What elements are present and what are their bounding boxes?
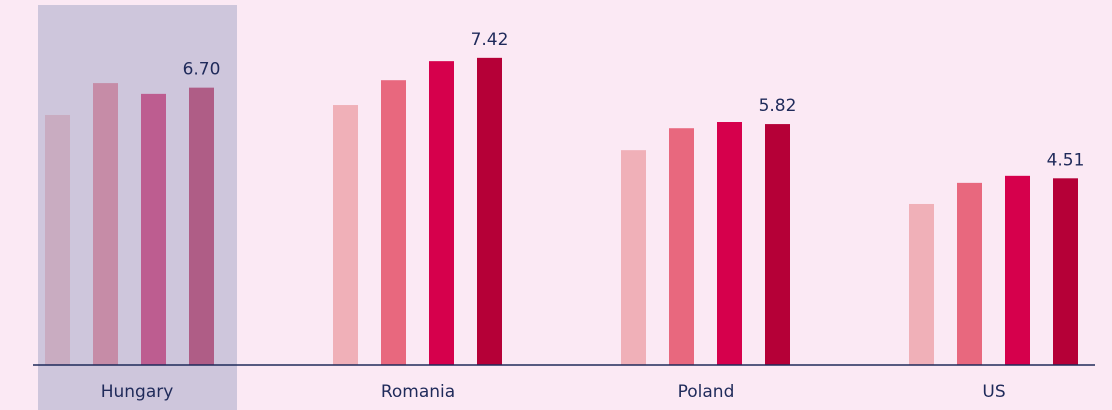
value-label: 7.42: [471, 30, 509, 50]
bar: [429, 61, 454, 365]
value-label: 4.51: [1047, 150, 1085, 170]
bar: [669, 128, 694, 365]
bar: [1005, 175, 1030, 365]
highlight-band: [38, 5, 237, 410]
bar: [909, 203, 934, 365]
x-tick-label: Poland: [678, 382, 735, 402]
bar: [957, 182, 982, 365]
bar: [1053, 178, 1078, 365]
value-label: 5.82: [759, 96, 797, 116]
value-label: 6.70: [183, 60, 221, 80]
x-tick-label: US: [982, 382, 1005, 402]
bar: [621, 150, 646, 365]
bar: [381, 80, 406, 365]
x-tick-label: Romania: [381, 382, 455, 402]
bar: [717, 122, 742, 365]
bar: [477, 57, 502, 366]
bar: [765, 124, 790, 365]
bar: [333, 105, 358, 366]
x-tick-label: Hungary: [101, 382, 174, 402]
